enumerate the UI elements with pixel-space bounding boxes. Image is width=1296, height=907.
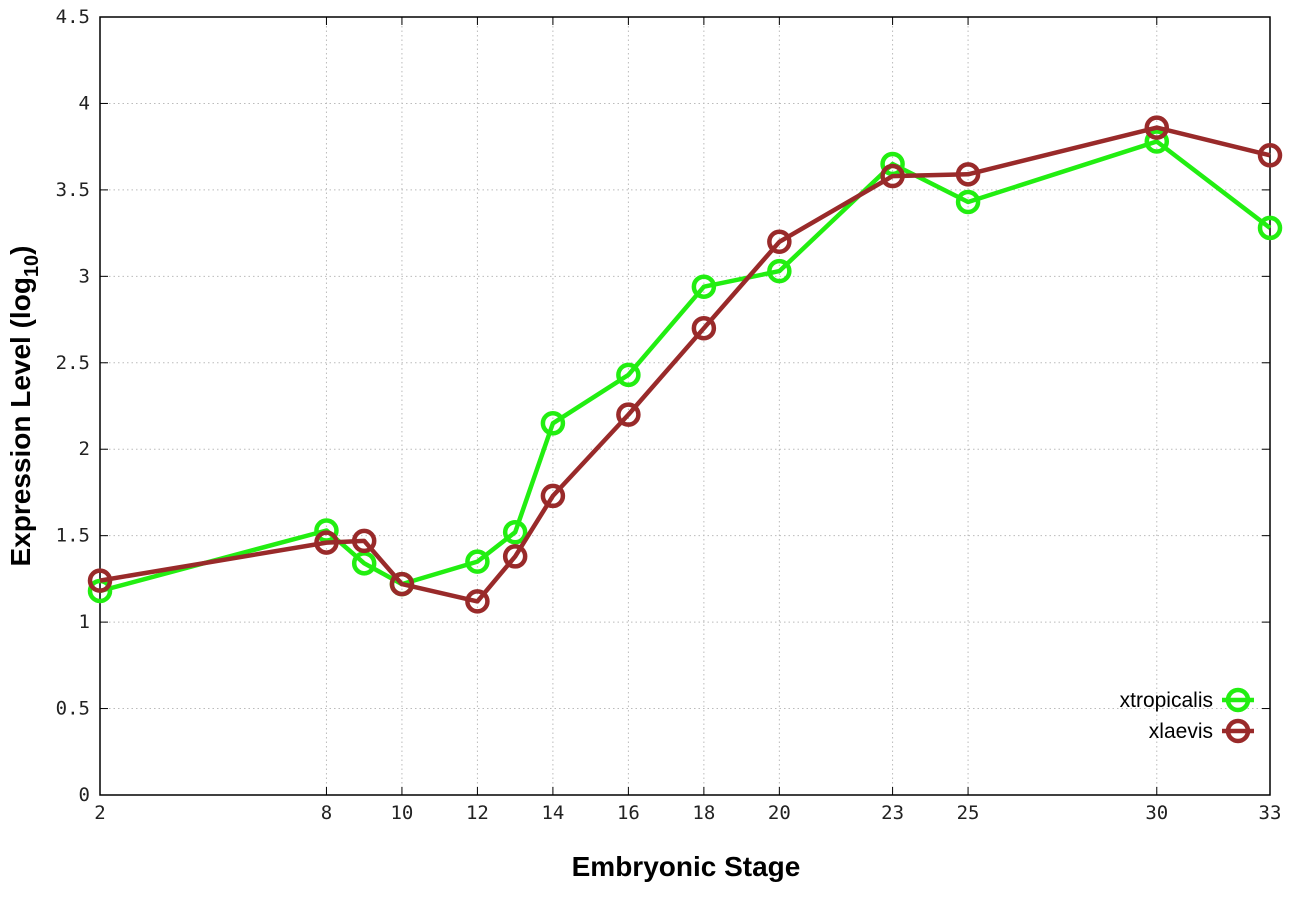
- data-point-xlaevis: [502, 544, 528, 569]
- x-tick-label: 8: [321, 802, 332, 824]
- x-tick-label: 20: [768, 802, 791, 824]
- legend-label-xtropicalis: xtropicalis: [1120, 689, 1213, 712]
- series-xtropicalis: [87, 129, 1283, 604]
- y-tick-label: 1: [79, 611, 90, 633]
- plot-frame: [99, 16, 1271, 796]
- data-point-xlaevis: [1257, 143, 1283, 168]
- x-axis-title: Embryonic Stage: [572, 851, 801, 882]
- axis-ticks: 0 0.5 1 1.5 2 2.5 3 3.5 4 4.5 2 8 10 12 14 16 18 20 23 25 30…: [56, 6, 1282, 824]
- data-point-xlaevis: [1144, 115, 1170, 140]
- series-line-xlaevis: [99, 125, 1271, 604]
- x-tick-label: 18: [692, 802, 715, 824]
- data-point-xtropicalis: [465, 549, 490, 574]
- data-point-xtropicalis: [767, 258, 792, 284]
- y-axis-title-subscript: 10: [21, 255, 43, 277]
- data-point-xtropicalis: [502, 519, 528, 545]
- x-tick-label: 16: [617, 802, 640, 824]
- series-line-xtropicalis: [99, 139, 1272, 594]
- data-point-xtropicalis: [87, 578, 113, 604]
- data-point-xlaevis: [389, 571, 415, 597]
- data-point-xlaevis: [880, 163, 905, 189]
- y-axis-title: Expression Level (log10): [5, 246, 43, 567]
- x-tick-label: 14: [541, 802, 564, 824]
- y-tick-label: 3: [79, 265, 90, 287]
- data-point-xtropicalis: [1257, 215, 1283, 241]
- data-point-xlaevis: [691, 315, 717, 341]
- x-tick-label: 33: [1259, 802, 1282, 824]
- data-point-xlaevis: [767, 229, 792, 255]
- data-point-xlaevis: [616, 402, 641, 427]
- grid: [100, 17, 1270, 795]
- legend: xtropicalis xlaevis: [1120, 687, 1254, 744]
- data-point-xtropicalis: [540, 411, 566, 436]
- y-tick-label: 0.5: [56, 698, 90, 720]
- x-tick-label: 25: [957, 802, 980, 824]
- x-tick-label: 23: [881, 802, 904, 824]
- data-point-xtropicalis: [955, 189, 981, 215]
- legend-marker-xtropicalis: [1225, 687, 1251, 713]
- x-tick-label: 10: [390, 802, 413, 824]
- y-tick-label: 2: [79, 438, 90, 460]
- y-tick-label: 2.5: [56, 352, 90, 374]
- series-xlaevis: [87, 115, 1283, 614]
- data-point-xlaevis: [955, 162, 981, 187]
- data-point-xlaevis: [351, 528, 377, 554]
- data-point-xlaevis: [540, 483, 566, 509]
- y-axis-title-close: ): [5, 246, 36, 255]
- x-tick-label: 2: [94, 802, 105, 824]
- legend-label-xlaevis: xlaevis: [1149, 720, 1213, 743]
- y-tick-label: 1.5: [56, 525, 90, 547]
- data-point-xlaevis: [87, 568, 113, 593]
- series-group: [87, 115, 1283, 614]
- y-tick-label: 3.5: [56, 179, 90, 201]
- data-point-xtropicalis: [691, 274, 717, 299]
- data-point-xlaevis: [465, 589, 490, 614]
- legend-marker-xlaevis: [1225, 718, 1251, 744]
- data-point-xlaevis: [314, 530, 339, 555]
- y-tick-label: 0: [79, 784, 90, 806]
- data-point-xtropicalis: [351, 551, 377, 576]
- data-point-xtropicalis: [616, 362, 641, 388]
- y-tick-label: 4.5: [56, 6, 90, 28]
- x-tick-label: 30: [1145, 802, 1168, 824]
- x-tick-label: 12: [466, 802, 489, 824]
- y-axis-title-main: Expression Level (log: [5, 277, 36, 566]
- data-point-xtropicalis: [1144, 129, 1170, 154]
- y-tick-label: 4: [79, 92, 90, 114]
